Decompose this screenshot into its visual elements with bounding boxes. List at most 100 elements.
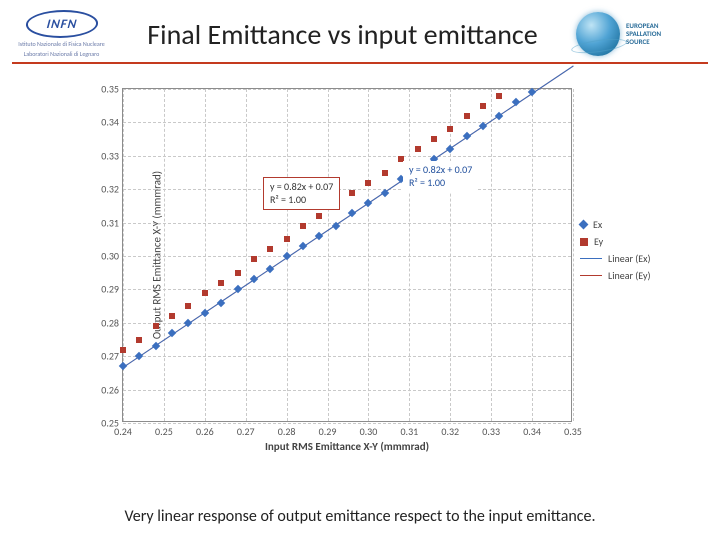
y-tick-label: 0.26 [101,383,119,396]
ess-logo: EUROPEAN SPALLATION SOURCE [576,9,706,59]
data-point-ey [447,126,453,132]
legend-label-fit-ey: Linear (Ey) [608,269,651,282]
legend-item-ex: Ex [580,218,651,231]
legend-item-fit-ey: Linear (Ey) [580,269,651,282]
eq-ey-line2: R² = 1.00 [409,177,472,190]
data-point-ey [218,280,224,286]
x-tick-label: 0.32 [441,425,459,438]
data-point-ey [431,136,437,142]
data-point-ey [316,213,322,219]
legend-label-fit-ex: Linear (Ex) [608,252,651,265]
data-point-ey [382,170,388,176]
data-point-ey [185,303,191,309]
caption: Very linear response of output emittance… [0,507,720,526]
infn-subtext-1: Istituto Nazionale di Fisica Nucleare [18,40,104,48]
equation-box-ey: y = 0.82x + 0.07R² = 1.00 [403,161,478,192]
gridline-v [491,89,492,421]
gridline-h [123,89,571,90]
gridline-v [164,89,165,421]
x-tick-label: 0.24 [114,425,132,438]
gridline-v [368,89,369,421]
eq-ex-line2: R² = 1.00 [270,194,333,207]
legend: Ex Ey Linear (Ex) Linear (Ey) [580,218,651,286]
gridline-h [123,289,571,290]
legend-label-ex: Ex [593,218,602,231]
data-point-ey [464,113,470,119]
infn-logo: INFN Istituto Nazionale di Fisica Nuclea… [14,8,109,60]
data-point-ey [153,323,159,329]
x-tick-label: 0.34 [523,425,541,438]
y-tick-label: 0.27 [101,350,119,363]
legend-marker-ey [580,238,588,246]
data-point-ey [365,180,371,186]
eq-ey-line1: y = 0.82x + 0.07 [409,164,472,177]
data-point-ey [415,146,421,152]
legend-line-ey [580,275,602,277]
slide-title: Final Emittance vs input emittance [119,17,566,52]
gridline-h [123,256,571,257]
infn-logo-text: INFN [24,10,100,38]
gridline-v [328,89,329,421]
y-tick-label: 0.32 [101,183,119,196]
data-point-ey [169,313,175,319]
chart-container: Output RMS Emittance X-Y (mmmrad) 0.25 0.… [58,78,662,468]
legend-line-ex [580,258,602,260]
gridline-v [532,89,533,421]
x-tick-label: 0.35 [564,425,582,438]
x-tick-label: 0.28 [278,425,296,438]
data-point-ey [120,347,126,353]
y-tick-label: 0.33 [101,149,119,162]
legend-marker-ex [579,220,589,230]
y-tick-label: 0.28 [101,316,119,329]
data-point-ey [202,290,208,296]
y-tick-label: 0.35 [101,83,119,96]
data-point-ey [349,190,355,196]
gridline-v [123,89,124,421]
ess-line3: SOURCE [626,38,661,46]
x-tick-label: 0.27 [237,425,255,438]
gridline-h [123,423,571,424]
legend-item-ey: Ey [580,235,651,248]
y-tick-label: 0.34 [101,116,119,129]
plot-area: Output RMS Emittance X-Y (mmmrad) 0.250.… [122,88,572,422]
data-point-ey [251,256,257,262]
gridline-v [409,89,410,421]
data-point-ey [300,223,306,229]
ess-globe-icon [576,12,620,56]
data-point-ey [480,103,486,109]
equation-box-ex: y = 0.82x + 0.07R² = 1.00 [263,177,340,210]
data-point-ey [496,93,502,99]
data-point-ey [136,337,142,343]
gridline-h [123,390,571,391]
header: INFN Istituto Nazionale di Fisica Nuclea… [0,0,720,62]
gridline-h [123,122,571,123]
gridline-v [450,89,451,421]
x-tick-label: 0.31 [400,425,418,438]
eq-ex-line1: y = 0.82x + 0.07 [270,181,333,194]
x-tick-label: 0.26 [196,425,214,438]
x-axis-label: Input RMS Emittance X-Y (mmmrad) [265,440,429,453]
ess-logo-text: EUROPEAN SPALLATION SOURCE [626,22,661,45]
y-axis-label: Output RMS Emittance X-Y (mmmrad) [151,171,164,339]
gridline-h [123,189,571,190]
data-point-ey [267,246,273,252]
y-tick-label: 0.31 [101,216,119,229]
header-rule [12,62,708,64]
infn-subtext-2: Laboratori Nazionali di Legnaro [24,50,100,58]
gridline-v [205,89,206,421]
gridline-v [246,89,247,421]
gridline-h [123,223,571,224]
x-tick-label: 0.33 [482,425,500,438]
data-point-ey [235,270,241,276]
gridline-h [123,156,571,157]
x-tick-label: 0.30 [360,425,378,438]
legend-label-ey: Ey [594,235,603,248]
x-tick-label: 0.25 [155,425,173,438]
legend-item-fit-ex: Linear (Ex) [580,252,651,265]
y-tick-label: 0.30 [101,250,119,263]
y-tick-label: 0.29 [101,283,119,296]
data-point-ex [119,362,127,370]
gridline-v [573,89,574,421]
data-point-ey [284,236,290,242]
x-tick-label: 0.29 [319,425,337,438]
